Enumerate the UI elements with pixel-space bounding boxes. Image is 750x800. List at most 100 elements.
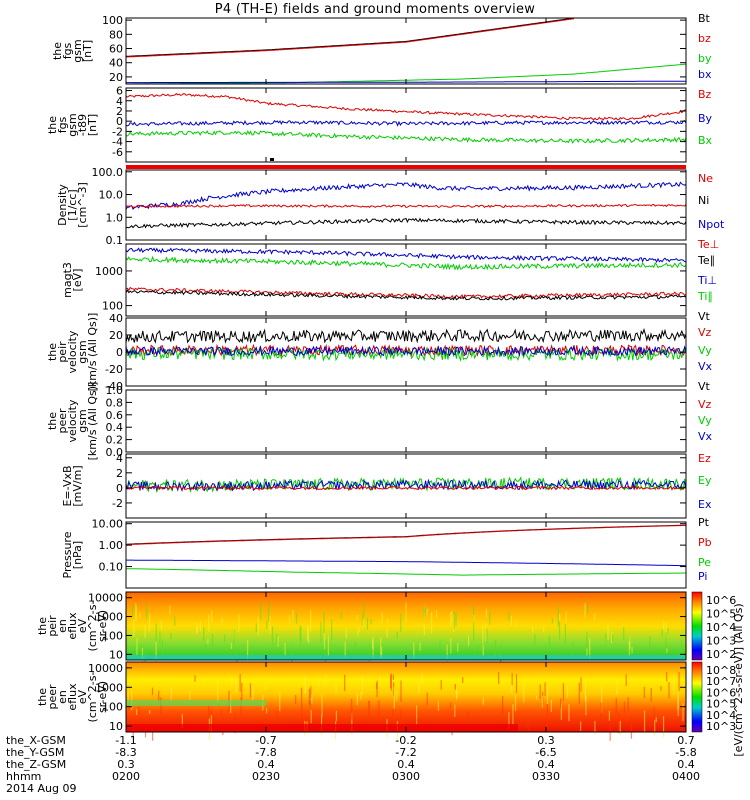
spectrogram-streak [161,640,164,659]
legend-label-Npot: Npot [698,218,725,231]
y-axis-label: eflux [66,612,79,640]
spectrogram-streak [586,648,588,657]
spectrogram-streak [233,629,235,644]
ephemeris-value: -1.1 [115,734,136,747]
spectrogram-streak [681,639,683,651]
spectrogram-streak [257,616,259,636]
spectrogram-streak [196,623,198,634]
spectrogram-streak [534,634,536,646]
y-axis-label: velocity [66,399,79,442]
legend-label-Bt: Bt [698,12,711,25]
y-axis-label: eflux [66,683,79,711]
spectrogram-streak [623,701,625,714]
spectrogram-streak [660,647,662,658]
panel-frame [125,87,687,163]
y-axis-label: gsm [76,340,89,363]
spectrogram-streak [360,691,362,700]
spectrogram-streak [564,623,567,643]
colorbar-tick-label: 10^6 [706,594,736,607]
series-line-Vx [125,345,687,357]
ephemeris-value: -0.2 [395,734,416,747]
y-tick-label: -4 [112,136,123,149]
spectrogram-streak [486,628,488,644]
spectrogram-streak [194,675,196,682]
spectrogram-streak [279,692,281,712]
spectrogram-streak [380,637,382,657]
y-tick-label: -40 [105,380,123,393]
spectrogram-streak [208,705,210,725]
y-tick-label: 1.0 [106,211,124,224]
spectrogram-streak [440,680,442,690]
spectrogram-streak [584,682,587,701]
y-tick-label: 0.2 [106,434,124,447]
ephemeris-value: 0300 [392,770,420,783]
y-tick-label: 1000 [95,265,123,278]
spectrogram-streak [266,708,268,714]
spectrogram-streak [580,721,582,731]
spectrogram-streak [511,673,513,686]
spectrogram-streak [649,717,651,729]
spectrogram-streak [662,620,665,630]
colorbar-tick-label: 10^2 [706,648,736,661]
y-tick-label: 0 [116,482,123,495]
spectrogram-streak [324,633,326,650]
spectrogram-streak [393,682,395,696]
spectrogram-streak [682,703,684,722]
spectrogram-streak [139,611,141,619]
y-tick-label: 10000 [88,662,123,675]
spectrogram [126,662,686,732]
spectrogram-streak [204,644,207,656]
spectrogram-streak [589,638,591,660]
spectrogram-streak [269,615,271,634]
spectrogram-band [126,724,518,732]
spectrogram-streak [144,624,146,638]
spectrogram-streak [660,685,662,691]
legend-label-Vx: Vx [698,360,713,373]
ephemeris-row-label: the_X-GSM [6,734,66,747]
spectrogram-streak [446,644,448,664]
y-axis-label: [nT] [81,40,94,62]
legend-label-Pe: Pe [698,556,711,569]
y-axis-label: fgs [61,42,74,59]
spectrogram-streak [544,682,546,696]
spectrogram-streak [310,710,312,724]
spectrogram-streak [454,704,456,717]
spectrogram-streak [327,635,330,657]
legend-label-Ez: Ez [698,452,711,465]
spectrogram-streak [362,619,364,627]
status-marker [270,158,274,161]
spectrogram-streak [354,641,356,650]
spectrogram-streak [210,715,212,732]
y-axis-label: magt3 [61,262,74,298]
spectrogram-streak [649,636,651,650]
spectrogram-streak [508,711,510,730]
spectrogram-streak [585,695,587,716]
y-axis-label: sr-eV) [96,681,109,713]
spectrogram-streak [356,615,358,621]
spectrogram-streak [625,674,627,686]
spectrogram-streak [450,638,452,654]
y-tick-label: -6 [112,146,123,159]
spectrogram-streak [485,623,487,642]
spectrogram-streak [482,697,484,705]
spectrogram-streak [423,605,425,618]
spectrogram-streak [586,631,588,649]
legend-label-Ti⊥: Ti⊥ [697,274,717,287]
ephemeris-value: 0.4 [397,758,415,771]
spectrogram-streak [255,623,257,633]
series-line-Te⊥ [125,286,687,300]
legend-label-bz: bz [698,32,711,45]
spectrogram-streak [400,708,402,725]
spectrogram-streak [151,687,154,696]
y-axis-label: the [51,42,64,60]
spectrogram-streak [543,627,545,633]
series-line-Ti⊥ [125,247,687,263]
spectrogram-streak [399,717,401,726]
spectrogram-streak [416,705,418,725]
legend-label-Te∥: Te∥ [697,254,715,267]
ephemeris-row-label: hhmm [6,770,41,783]
spectrogram-streak [169,604,171,615]
spectrogram-streak [393,686,395,709]
y-axis-label: the [46,116,59,134]
